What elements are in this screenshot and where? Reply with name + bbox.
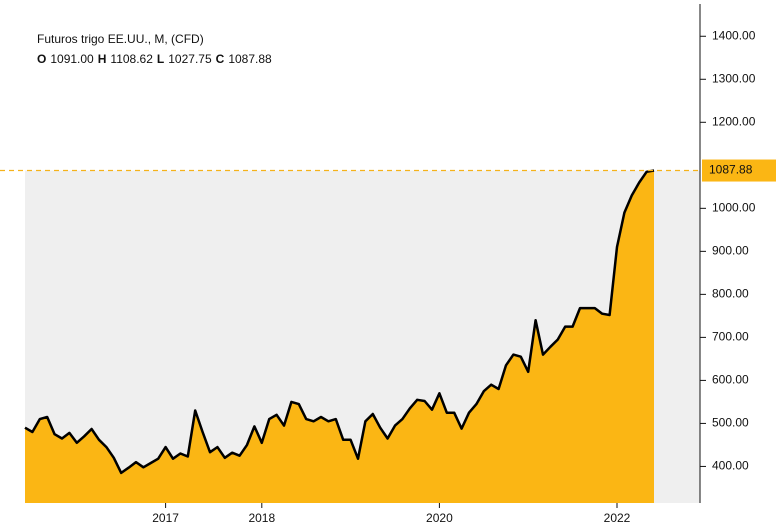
line xyxy=(24,169,655,475)
y-tick-label: 400.00 xyxy=(712,459,749,473)
y-tick-label: 500.00 xyxy=(712,416,749,430)
ohlc-key: O xyxy=(37,52,46,66)
ohlc-value: 1091.00 xyxy=(50,52,94,66)
last-price-label: 1087.88 xyxy=(709,163,753,177)
x-tick-label: 2022 xyxy=(604,511,631,525)
y-tick-label: 600.00 xyxy=(712,373,749,387)
ohlc-key: H xyxy=(98,52,107,66)
ohlc-value: 1108.62 xyxy=(110,52,153,66)
y-tick-label: 1000.00 xyxy=(712,201,756,215)
x-tick-label: 2018 xyxy=(248,511,275,525)
y-tick-label: 1200.00 xyxy=(712,114,756,128)
area xyxy=(25,170,654,503)
ohlc-value: 1027.75 xyxy=(168,52,212,66)
y-tick-label: 1400.00 xyxy=(712,28,756,42)
y-tick-label: 800.00 xyxy=(712,287,749,301)
x-tick-label: 2020 xyxy=(426,511,453,525)
ohlc-key: C xyxy=(216,52,225,66)
x-tick-label: 2017 xyxy=(152,511,179,525)
ohlc-line: O 1091.00 H 1108.62 L 1027.75 C 1087.88 xyxy=(37,52,272,66)
y-tick-label: 1300.00 xyxy=(712,71,756,85)
ohlc-value: 1087.88 xyxy=(228,52,272,66)
last-price-box xyxy=(702,159,776,182)
y-tick-label: 700.00 xyxy=(712,330,749,344)
y-tick-label: 900.00 xyxy=(712,244,749,258)
ohlc-key: L xyxy=(157,52,164,66)
chart-title: Futuros trigo EE.UU., M, (CFD) xyxy=(37,32,204,46)
